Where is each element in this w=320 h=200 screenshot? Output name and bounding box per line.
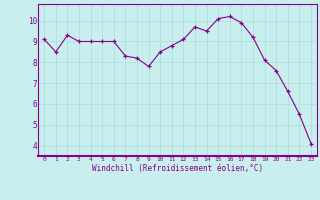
X-axis label: Windchill (Refroidissement éolien,°C): Windchill (Refroidissement éolien,°C) (92, 164, 263, 173)
